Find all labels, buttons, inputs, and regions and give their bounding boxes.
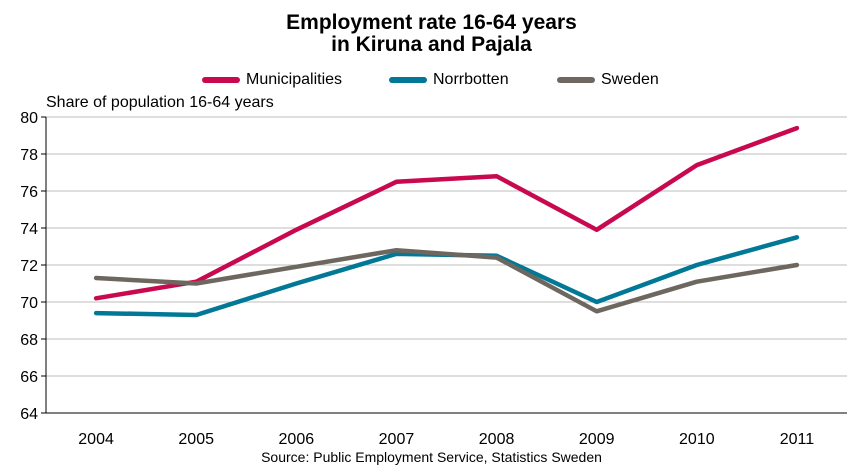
x-tick-label-2007: 2007 [379, 431, 415, 448]
x-tick-label-2010: 2010 [679, 431, 715, 448]
legend-item-sweden: Sweden [557, 70, 659, 90]
x-tick-label-2004: 2004 [78, 431, 114, 448]
legend-swatch-norrbotten [389, 77, 427, 83]
source-note: Source: Public Employment Service, Stati… [261, 449, 602, 465]
y-tick-label-76: 76 [20, 184, 38, 201]
legend-swatch-sweden [557, 77, 595, 83]
y-tick-label-64: 64 [20, 406, 38, 423]
y-tick-label-66: 66 [20, 369, 38, 386]
series-line-norrbotten [93, 235, 800, 318]
chart-title-line-1: Employment rate 16-64 years [286, 11, 577, 34]
x-tick-label-2011: 2011 [780, 431, 815, 448]
legend-label-sweden: Sweden [601, 71, 659, 88]
series-line-sweden [93, 247, 800, 314]
chart-title: Employment rate 16-64 years in Kiruna an… [0, 12, 863, 56]
x-tick-label-2006: 2006 [279, 431, 315, 448]
legend-swatch-municipalities [202, 77, 240, 83]
legend-item-municipalities: Municipalities [202, 70, 342, 90]
legend-item-norrbotten: Norrbotten [389, 70, 509, 90]
x-tick-label-2008: 2008 [479, 431, 515, 448]
y-tick-label-72: 72 [20, 258, 38, 275]
y-tick-label-78: 78 [20, 147, 38, 164]
y-tick-label-70: 70 [20, 295, 38, 312]
chart-title-line-2: in Kiruna and Pajala [331, 33, 532, 56]
y-axis-label: Share of population 16-64 years [46, 94, 274, 111]
legend-label-norrbotten: Norrbotten [433, 71, 509, 88]
y-tick-label-74: 74 [20, 221, 38, 238]
x-tick-label-2009: 2009 [579, 431, 615, 448]
chart-legend: Municipalities Norrbotten Sweden [0, 70, 863, 90]
y-tick-label-68: 68 [20, 332, 38, 349]
series-line-municipalities [93, 125, 800, 301]
legend-label-municipalities: Municipalities [246, 71, 343, 88]
y-tick-label-80: 80 [20, 110, 38, 127]
x-tick-label-2005: 2005 [178, 431, 214, 448]
